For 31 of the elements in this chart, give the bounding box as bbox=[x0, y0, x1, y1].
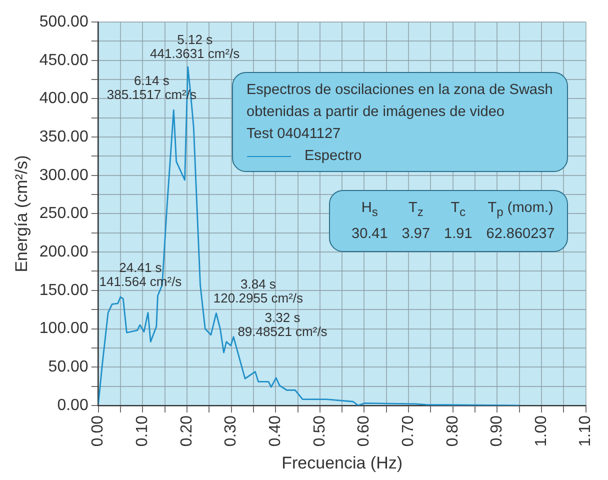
annotation: 3.32 s 89.48521 cm²/s bbox=[238, 310, 328, 339]
y-tick-label: 50.00 bbox=[48, 358, 88, 376]
legend-label: Espectro bbox=[304, 147, 362, 166]
y-tick-label: 450.00 bbox=[39, 52, 88, 69]
annotation: 3.84 s 120.2955 cm²/s bbox=[213, 276, 304, 306]
x-axis-title: Frecuencia (Hz) bbox=[282, 453, 403, 472]
y-tick-label: 350.00 bbox=[39, 128, 88, 146]
x-tick-label: 0.90 bbox=[488, 415, 506, 447]
x-tick-label: 0.70 bbox=[400, 415, 417, 447]
y-tick-label: 250.00 bbox=[39, 205, 88, 222]
y-tick-label: 0.00 bbox=[57, 396, 88, 414]
y-tick-label: 200.00 bbox=[39, 243, 88, 260]
y-tick-label: 300.00 bbox=[39, 166, 88, 184]
x-tick-label: 0.20 bbox=[178, 415, 196, 447]
y-tick-label: 500.00 bbox=[39, 13, 88, 30]
legend-title: Espectros de oscilaciones en la zona de Swash obtenidas a partir de imágenes de video Test 04041127 bbox=[246, 81, 553, 144]
x-tick-label: 0.30 bbox=[222, 415, 240, 447]
y-axis-title: Energía (cm²/s) bbox=[12, 155, 31, 272]
x-tick-label: 0.60 bbox=[356, 415, 373, 447]
annotation: 30.41 3.97 1.91 62.860237 bbox=[352, 224, 555, 244]
x-tick-label: 0.10 bbox=[134, 415, 152, 447]
y-tick-label: 150.00 bbox=[39, 282, 88, 299]
x-tick-label: 0.80 bbox=[444, 415, 462, 447]
x-tick-label: 1.00 bbox=[532, 415, 550, 447]
y-tick-label: 100.00 bbox=[39, 320, 88, 338]
x-tick-label: 1.10 bbox=[577, 415, 594, 447]
x-tick-label: 0.40 bbox=[267, 415, 284, 447]
x-tick-label: 0.50 bbox=[311, 415, 328, 447]
text: H$_{s}$ T$_{z}$ T$_{c}$ T$_{p}$ (mom.) bbox=[361, 200, 554, 219]
annotation: 5.12 s 441.3631 cm²/s bbox=[150, 32, 240, 62]
y-tick-label: 400.00 bbox=[39, 90, 88, 108]
